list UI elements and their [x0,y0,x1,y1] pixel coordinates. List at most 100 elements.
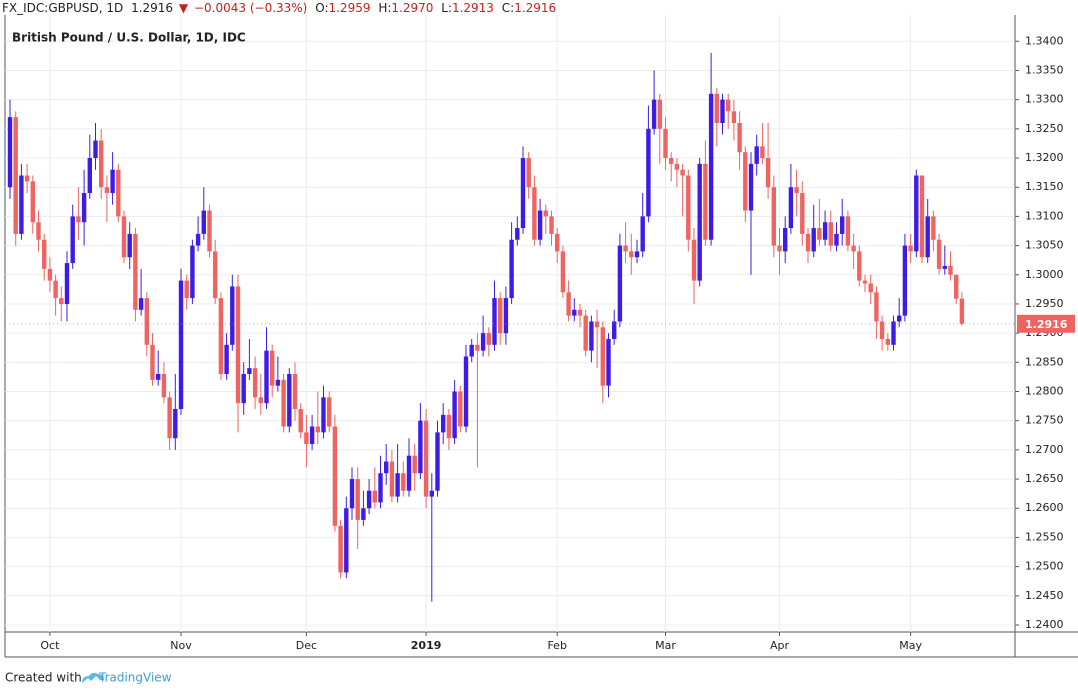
tradingview-logo [82,672,104,683]
ohlc-label: O: [315,1,328,15]
ohlc-label: C: [502,1,514,15]
candle-body [110,169,115,194]
candle-body [520,158,526,229]
candle-body [902,245,908,316]
candle-body [201,210,206,234]
candle-body [429,490,434,497]
candle-body [270,350,275,386]
y-tick-label: 1.2400 [1025,618,1064,631]
footer-brand: TradingView [98,671,172,685]
candle-body [241,373,246,404]
candle-body [885,338,890,345]
x-tick-label: 2019 [411,639,442,652]
candle-body [87,158,92,194]
candle-body [247,368,252,374]
candle-body [138,298,144,310]
candle-body [731,111,737,123]
candle-body [99,140,104,188]
candle-body [509,239,514,299]
candle-body [663,128,668,159]
candle-body [298,409,303,433]
candles [7,52,965,602]
candle-body [395,473,400,497]
footer-text: Created with [5,671,82,685]
candle-body [349,479,355,509]
header: FX_IDC:GBPUSD, 1D 1.2916 ▼ −0.0043 (−0.3… [2,1,556,15]
candle-body [577,309,583,316]
candle-body [737,122,742,153]
candle-body [332,426,338,526]
change: −0.0043 (−0.33%) [194,1,307,15]
y-tick-label: 1.2700 [1025,443,1064,456]
candle-body [389,461,395,497]
candle-body [754,146,759,164]
candle-body [845,216,851,246]
ohlc-value: 1.2913 [452,1,494,15]
candle-body [925,216,930,258]
candle-body [384,461,389,474]
candle-body [361,508,366,520]
candle-body [862,280,868,284]
candle-body [486,333,491,345]
candle-body [788,187,794,229]
candle-body [629,251,634,258]
candle-body [822,222,828,240]
ohlc-value: 1.2959 [328,1,370,15]
candle-body [19,175,24,234]
candle-body [840,216,845,234]
candle-body [418,420,423,474]
candle-body [150,344,155,380]
last-price: 1.2916 [131,1,173,15]
candle-body [309,426,315,445]
candle-body [714,93,719,123]
candle-body [156,373,161,380]
candle-body [526,158,531,188]
candle-body [657,99,662,129]
candle-body [230,286,235,345]
candle-body [834,233,839,246]
candle-body [93,140,98,159]
candle-body [76,216,81,223]
candle-body [42,239,47,269]
chart-title: British Pound / U.S. Dollar, 1D, IDC [12,31,246,45]
candle-body [30,181,35,223]
candle-body [195,233,201,246]
candle-body [805,233,811,252]
candle-body [703,163,708,240]
candle-body [634,251,640,258]
candle-body [743,152,748,211]
candle-body [144,298,149,345]
candle-body [617,245,623,322]
x-tick-label: May [899,639,922,652]
candle-body [167,397,172,439]
candle-body [708,93,714,240]
candle-body [127,233,132,258]
candle-body [646,128,651,217]
candle-body [475,344,480,351]
candle-body [583,315,588,351]
candle-body [452,391,457,439]
candle-body [47,268,53,281]
candle-body [954,274,959,299]
candle-body [549,216,554,234]
candle-body [498,298,503,334]
candle-body [53,280,58,299]
candle-body [235,286,241,404]
candle-body [942,266,947,269]
y-tick-label: 1.2450 [1025,589,1064,602]
candle-body [264,350,269,404]
candle-body [851,245,856,252]
candle-body [435,432,440,491]
candle-body [190,245,195,299]
candle-body [252,368,258,398]
candle-body [321,397,326,433]
y-tick-label: 1.3250 [1025,122,1064,135]
candle-body [59,298,64,304]
ohlc-label: L: [441,1,452,15]
candle-body [777,245,782,252]
candle-body [572,309,577,316]
x-tick-label: Apr [770,639,790,652]
y-tick-label: 1.3100 [1025,209,1064,222]
